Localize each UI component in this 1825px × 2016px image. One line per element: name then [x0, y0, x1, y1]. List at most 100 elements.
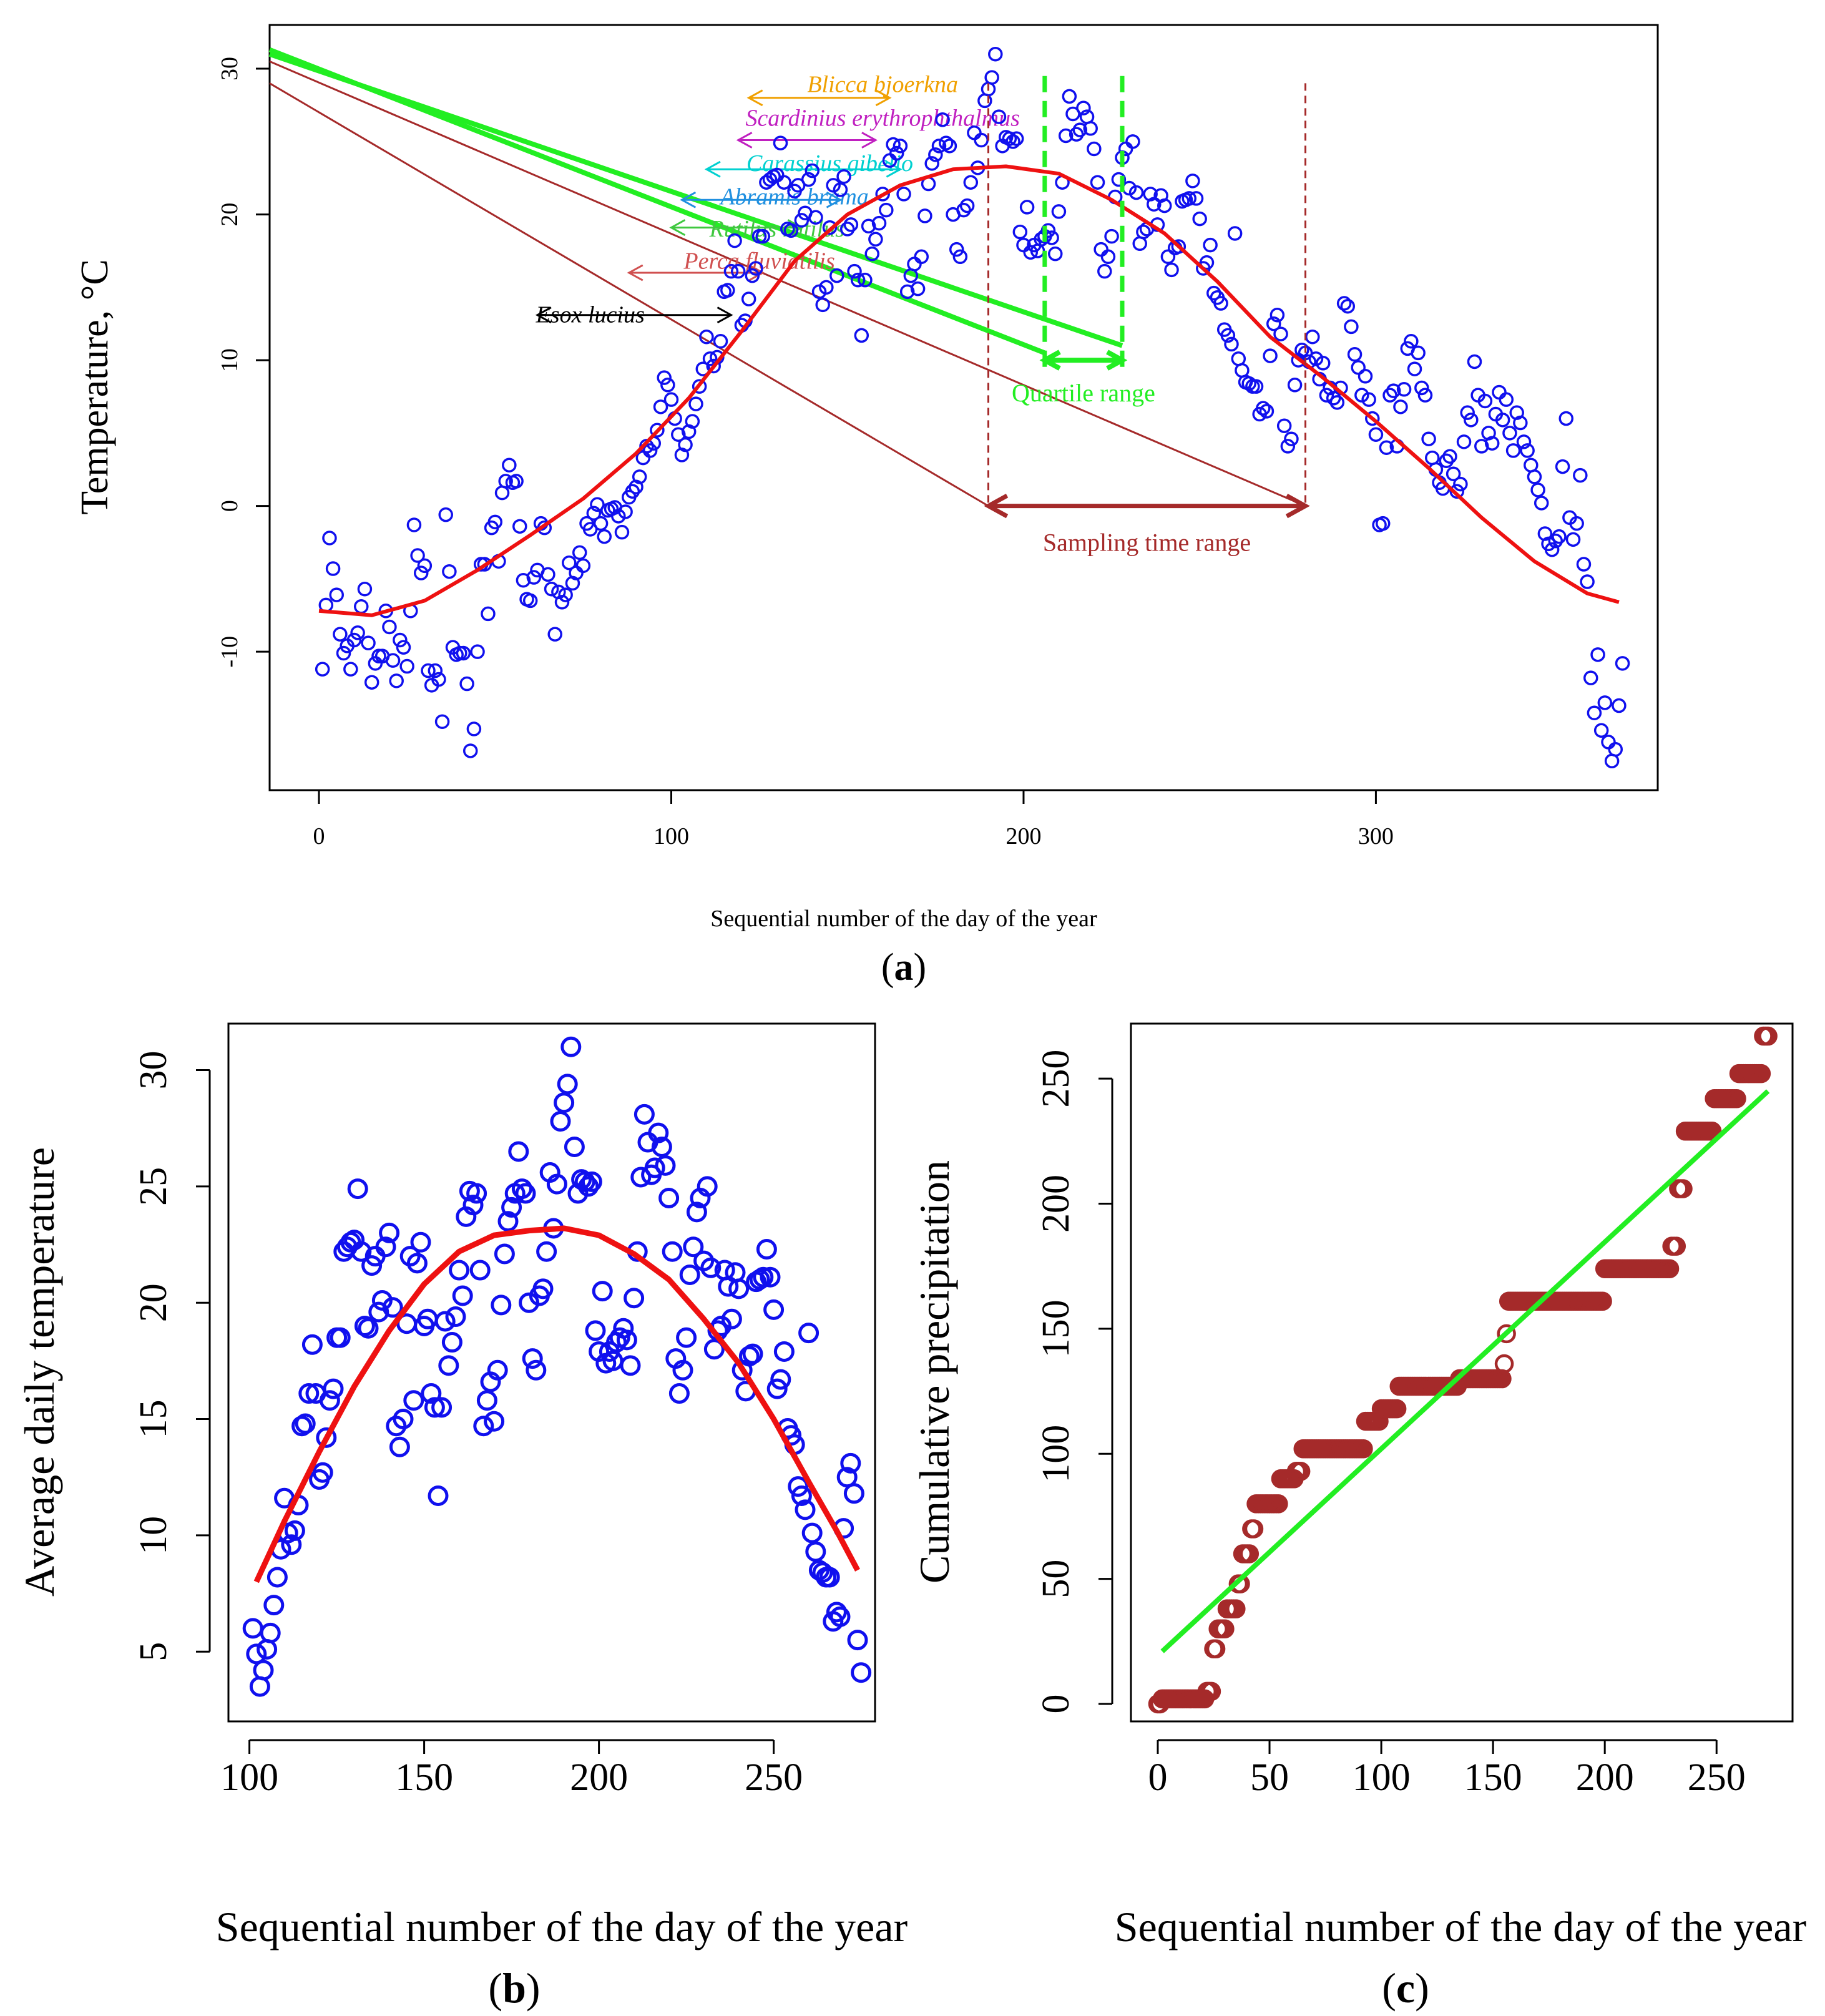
- panel-a-point: [1548, 533, 1563, 549]
- panel-a-point: [346, 632, 362, 648]
- panel-b-point: [795, 1499, 816, 1520]
- panel-a-plot-frame: [268, 24, 1659, 791]
- panel-a-point: [939, 135, 954, 150]
- panel-a-point: [1502, 426, 1517, 441]
- panel-b-point: [431, 1397, 453, 1418]
- panel-b-point: [330, 1327, 351, 1348]
- panel-b-point: [585, 1320, 606, 1341]
- panel-c-y-tick-label: 250: [1035, 1050, 1077, 1108]
- panel-a-point: [1351, 360, 1366, 375]
- panel-b-point: [515, 1183, 536, 1204]
- panel-a-point: [1484, 436, 1500, 451]
- panel-a-point: [498, 474, 513, 489]
- panel-b-point: [634, 1103, 655, 1125]
- panel-a-point: [776, 175, 791, 190]
- panel-a-point: [1583, 670, 1598, 685]
- panel-b-point: [574, 1171, 595, 1192]
- panel-a-point: [1125, 134, 1140, 149]
- panel-b-point: [312, 1462, 333, 1483]
- panel-c-axes: 0 50 100 150 200 250 0 50 100 150 200 250: [1035, 1050, 1746, 1799]
- panel-b-fit: [253, 1225, 860, 1583]
- panel-b-point: [462, 1195, 484, 1216]
- panel-a-point: [1182, 191, 1197, 206]
- panel-b-point: [428, 1485, 449, 1507]
- panel-a-point: [783, 223, 799, 238]
- panel-a-point: [421, 663, 436, 678]
- panel-a-point: [413, 565, 429, 580]
- panel-a-point: [399, 658, 414, 674]
- panel-a-point: [431, 672, 446, 687]
- panel-a-point: [322, 531, 337, 546]
- panel-c-point: [1201, 1681, 1221, 1701]
- panel-a-point: [1396, 382, 1412, 397]
- panel-b-point: [676, 1327, 697, 1348]
- panel-a-point: [974, 132, 989, 148]
- panel-a-point: [554, 595, 570, 610]
- panel-a-point: [1527, 469, 1542, 484]
- panel-a-point: [1034, 232, 1049, 247]
- panel-a-point: [720, 283, 735, 298]
- panel-a-fit: [318, 164, 1620, 617]
- panel-b-point: [434, 1311, 456, 1332]
- panel-a-point: [361, 635, 376, 650]
- panel-b-point: [358, 1318, 379, 1339]
- panel-a-point: [1263, 348, 1278, 363]
- panel-a-point: [1382, 388, 1397, 403]
- panel-a-point: [685, 414, 700, 429]
- panel-a-point: [1513, 415, 1528, 431]
- panel-a-point: [315, 662, 330, 677]
- panel-a-point: [1552, 529, 1567, 544]
- panel-a-point: [907, 257, 922, 272]
- panel-b-point: [295, 1413, 316, 1434]
- panel-a-point: [886, 137, 901, 152]
- panel-c-plot-frame: [1130, 1022, 1794, 1723]
- panel-b-letter: b: [502, 1964, 526, 2012]
- panel-b-point: [421, 1383, 442, 1404]
- panel-a-point: [586, 506, 602, 521]
- panel-a-point: [1358, 369, 1373, 384]
- panel-a-point: [1012, 224, 1028, 240]
- panel-b-point: [679, 1264, 700, 1285]
- panel-b-point: [347, 1178, 368, 1200]
- panel-c-point: [1206, 1639, 1226, 1659]
- panel-b-point: [791, 1485, 812, 1507]
- panel-a-point: [417, 558, 433, 574]
- panel-b-point: [267, 1567, 288, 1588]
- panel-a-point: [822, 220, 838, 235]
- panel-a-point: [1379, 440, 1394, 455]
- panel-a-point: [632, 469, 647, 484]
- panel-a-species-arrow-head-right: [875, 89, 892, 107]
- panel-a-point: [1446, 466, 1461, 482]
- panel-a-point: [1555, 459, 1570, 474]
- panel-a-point: [748, 261, 763, 276]
- panel-b-point: [672, 1359, 693, 1381]
- panel-a-point: [329, 587, 344, 602]
- panel-a-point: [1136, 224, 1151, 240]
- panel-a-species-arrow-head-right: [717, 306, 733, 324]
- panel-a-point: [1404, 333, 1419, 349]
- panel-a-point: [1227, 226, 1243, 241]
- panel-a-axes: 0 100 200 300 -10 0 10 20 30: [217, 57, 1394, 849]
- panel-a-point: [593, 516, 609, 531]
- panel-a-point: [928, 147, 943, 162]
- panel-a-species-arrow-head-left: [669, 219, 686, 237]
- panel-a-letter: a: [894, 946, 914, 989]
- panel-b-point: [840, 1452, 861, 1474]
- panel-a-point: [984, 70, 999, 85]
- panel-a-point: [635, 450, 651, 466]
- panel-a-point: [1544, 542, 1560, 557]
- panel-a-point: [1365, 411, 1380, 426]
- panel-b-label: (b): [488, 1964, 540, 2012]
- panel-b-point: [829, 1606, 851, 1627]
- panel-b-point: [798, 1323, 820, 1344]
- panel-a-point: [1235, 363, 1250, 378]
- panel-b-x-tick-label: 250: [745, 1756, 803, 1799]
- panel-a-point: [477, 557, 492, 572]
- panel-a-point: [1199, 255, 1215, 270]
- panel-a-point: [382, 619, 397, 635]
- panel-a-sampling-arrow-head-right: [1285, 494, 1310, 519]
- panel-c-y-axis-title: Cumulative precipitation: [911, 1160, 958, 1583]
- panel-c-point: [1244, 1519, 1264, 1539]
- panel-a-point: [727, 233, 742, 248]
- panel-a-species-label: Blicca bjoerkna: [807, 72, 958, 98]
